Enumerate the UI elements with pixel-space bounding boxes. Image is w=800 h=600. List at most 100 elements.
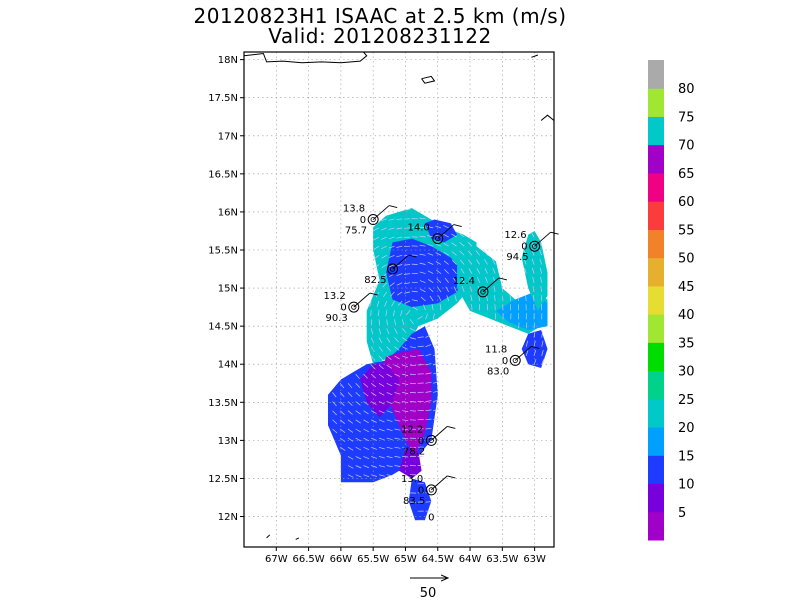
station-marker [477,286,489,298]
colorbar-label: 35 [678,336,695,351]
wind-vector [347,456,354,460]
wind-vector [402,392,409,394]
colorbar-label: 25 [678,393,695,408]
wind-vector [375,291,380,298]
wind-barb [392,254,409,270]
wind-vector [419,244,426,247]
wind-vector [381,273,387,278]
wind-vector [371,474,378,477]
coastline-segment [421,75,436,84]
wind-vector [533,331,536,338]
wind-vector [419,226,426,229]
wind-vector [371,465,378,468]
colorbar-segment [648,285,664,315]
wind-vector [443,233,449,238]
wind-vector [478,295,481,302]
wind-vector [396,282,403,286]
wind-vector [431,304,434,311]
wind-vector [386,465,393,468]
station-marker [509,354,521,366]
wind-vector [523,249,527,256]
wind-vector [394,355,400,360]
wind-vector [339,392,345,398]
wind-vector [402,346,408,350]
lat-tick-label: 15.5N [208,246,238,257]
wind-vector [378,373,385,378]
colorbar-label: 40 [678,308,695,323]
wind-vector [378,319,380,326]
wind-vector [394,328,398,334]
lat-tick-label: 16.5N [208,169,238,180]
lat-lon-grid [244,52,554,547]
wind-vector [459,250,465,256]
wind-vector [417,345,424,348]
wind-barb [437,224,455,239]
wind-vector [461,286,465,293]
wind-vector [435,252,442,256]
wind-vector [347,410,353,415]
lat-tick-label: 13N [218,436,238,447]
wind-vector [355,465,362,469]
station-mid-label: 0 [418,436,424,447]
map-valid-time: Valid: 201208231122 [268,24,492,48]
colorbar-label: 15 [678,449,695,464]
wind-vector [394,456,401,458]
station-marker [387,263,399,275]
wind-vector [444,277,449,283]
wind-vector [363,383,369,388]
wind-vector [402,446,409,449]
wind-vector [425,313,428,320]
wind-vector [386,346,392,352]
wind-vector [409,373,416,376]
lat-tick-label: 18N [218,55,238,66]
wind-vector [409,337,416,340]
wind-vector [363,474,370,478]
wind-vector [386,392,393,396]
colorbar-segment [648,257,664,287]
wind-vector [451,251,457,256]
station-value-label: 75.7 [345,226,367,237]
station-value-label: 94.5 [506,252,528,263]
lat-tick-label: 14N [218,360,238,371]
wind-field-region [399,448,422,479]
wind-vector [394,373,401,377]
wind-vector [332,392,337,398]
wind-vector [396,218,403,221]
wind-vector [374,273,380,279]
wind-vector [363,446,370,451]
wind-vector [427,244,434,247]
wind-vector [411,299,418,302]
wind-vector [435,261,442,265]
station-mid-label: 0 [521,242,527,253]
station-value-label: 78.2 [403,446,425,457]
wind-vector [459,242,465,247]
station-speed-label: 14.0 [407,223,429,234]
wind-vector [386,337,391,343]
wind-vector [518,322,520,329]
station-speed-label: 11.8 [485,344,507,355]
station-speed-label: 12.6 [504,230,526,241]
wind-vector [468,259,473,265]
wind-vector [531,267,535,274]
wind-vector [411,290,418,293]
wind-vector [371,446,377,450]
wind-vector [419,271,426,274]
wind-vector [363,410,369,415]
station-value-label: 83.5 [403,496,425,507]
lon-tick-label: 63W [523,554,546,565]
wind-vector [363,465,370,469]
coastline [244,52,554,540]
reference-vector-label: 50 [420,586,437,600]
wind-vector [396,264,403,267]
wind-vector [446,295,450,302]
wind-vector [403,273,411,275]
wind-vector [420,288,426,293]
wind-vector [386,382,393,387]
colorbar-segment [648,511,664,541]
colorbar-label: 45 [678,280,695,295]
wind-vector [355,428,361,433]
wind-field-region [360,364,399,418]
wind-vector [425,334,431,338]
